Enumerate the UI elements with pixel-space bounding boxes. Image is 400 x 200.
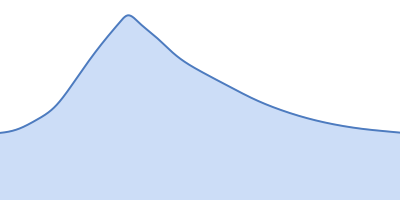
Polygon shape bbox=[0, 15, 400, 200]
